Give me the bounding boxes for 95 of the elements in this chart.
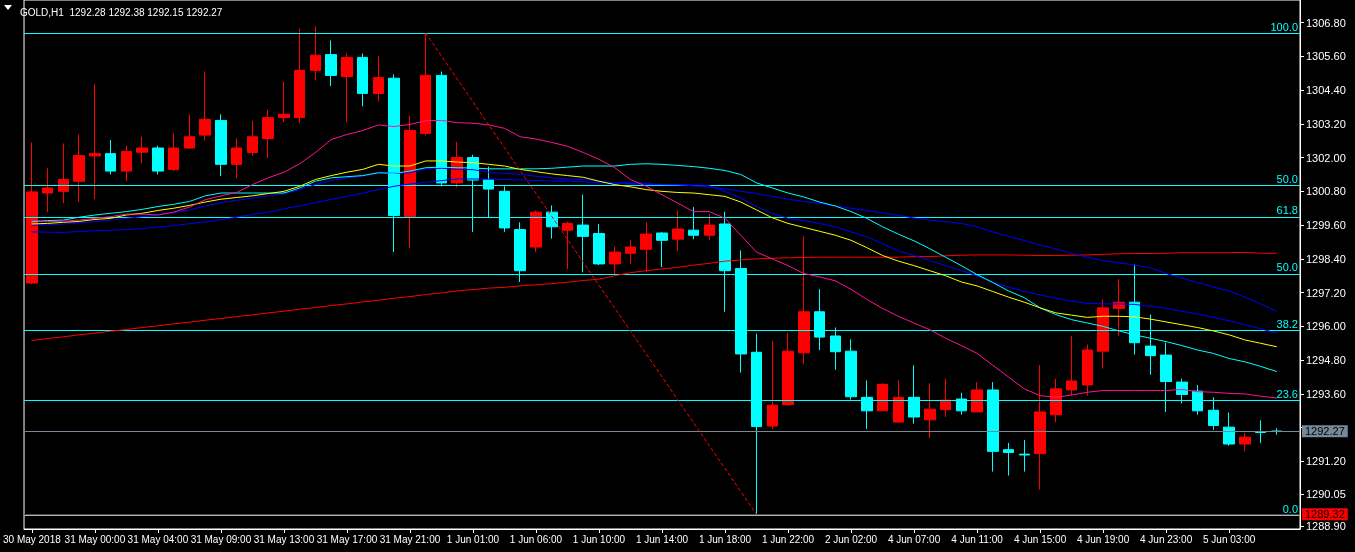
candlestick [1255, 419, 1266, 444]
candlestick [704, 213, 715, 241]
candlestick [357, 52, 368, 107]
x-tick-label: 5 Jun 03:00 [1202, 533, 1256, 545]
x-tick-label: 31 May 09:00 [190, 533, 252, 545]
candlestick [782, 332, 794, 407]
y-tick-label: 1296.00 [1306, 320, 1346, 333]
x-tick-label: 4 Jun 23:00 [1139, 533, 1193, 545]
candlestick [625, 239, 636, 265]
candlestick [1050, 378, 1062, 423]
x-tick-label: 2 Jun 02:00 [824, 533, 878, 545]
candlestick [1082, 343, 1093, 397]
candlestick [893, 379, 904, 424]
annotation: 38.2 [1276, 318, 1298, 331]
annotation: 50.0 [1276, 261, 1298, 274]
candlestick [73, 134, 85, 203]
candlestick [767, 340, 778, 430]
candlestick [1097, 298, 1109, 370]
candlestick [58, 143, 69, 204]
annotation: 61.8 [1276, 204, 1298, 217]
x-tick-label: 1 Jun 01:00 [446, 533, 500, 545]
y-tick-label: 1304.40 [1306, 84, 1346, 97]
candlestick [121, 145, 132, 182]
candlestick [656, 231, 668, 268]
candlestick [1239, 432, 1251, 452]
y-tick-label: 1291.20 [1306, 455, 1346, 468]
candlestick [1271, 427, 1282, 436]
y-tick-label: 1299.60 [1306, 219, 1346, 232]
candlestick [341, 52, 353, 123]
y-tick-label: 1300.80 [1306, 185, 1346, 198]
candlestick [184, 113, 195, 150]
annotation: 100.0 [1270, 20, 1298, 33]
candlestick [325, 40, 337, 87]
ref-line-label: 1292.27 [1305, 425, 1345, 438]
candlestick [310, 25, 321, 81]
y-tick-label: 1302.00 [1306, 151, 1346, 164]
candlestick [672, 209, 684, 252]
candlestick [105, 139, 116, 175]
line-series [31, 119, 1277, 399]
x-tick-label: 31 May 00:00 [64, 533, 126, 545]
y-tick-label: 1303.20 [1306, 117, 1346, 130]
candlestick [152, 145, 164, 175]
x-tick-label: 1 Jun 10:00 [572, 533, 626, 545]
text: GOLD,H1 1292.28 1292.38 1292.15 1292.27 [20, 6, 223, 18]
annotation: 50.0 [1276, 172, 1298, 185]
candlestick [562, 221, 573, 270]
candlestick [294, 28, 305, 124]
candlestick [530, 209, 542, 253]
candlestick [877, 382, 888, 412]
y-tick-label: 1306.80 [1306, 16, 1346, 29]
candlestick [215, 113, 227, 177]
x-tick-label: 31 May 21:00 [379, 533, 441, 545]
candlestick [199, 70, 211, 142]
candlestick [278, 81, 290, 123]
x-tick-label: 1 Jun 14:00 [635, 533, 689, 545]
y-tick-label: 1290.05 [1306, 487, 1346, 500]
x-tick-label: 1 Jun 22:00 [761, 533, 815, 545]
x-tick-label: 1 Jun 18:00 [698, 533, 752, 545]
y-tick-label: 1294.80 [1306, 354, 1346, 367]
candlestick [1223, 412, 1235, 447]
x-tick-label: 31 May 17:00 [316, 533, 378, 545]
candlestick [231, 137, 242, 179]
candlestick [940, 378, 951, 418]
candlestick [924, 382, 936, 439]
candlestick [136, 136, 148, 164]
candlestick [373, 55, 384, 102]
candlestick [971, 381, 983, 413]
annotation: 23.6 [1276, 388, 1298, 401]
candlestick [247, 120, 258, 157]
candlestick [1066, 335, 1077, 397]
annotation: 0.0 [1282, 502, 1298, 515]
x-tick-label: 4 Jun 11:00 [951, 533, 1004, 545]
candlestick [42, 167, 53, 213]
y-tick-label: 1293.60 [1306, 387, 1346, 400]
x-tick-label: 30 May 2018 [2, 533, 62, 545]
candlestick [168, 132, 179, 172]
y-tick-label: 1298.40 [1306, 252, 1346, 265]
x-tick-label: 4 Jun 15:00 [1013, 533, 1067, 545]
candlestick [262, 109, 274, 159]
candlestick [1034, 364, 1046, 491]
y-tick-label: 1305.60 [1306, 50, 1346, 63]
y-tick-label: 1288.90 [1306, 520, 1346, 533]
x-tick-label: 4 Jun 07:00 [887, 533, 941, 545]
candlestick [1019, 439, 1030, 473]
candlestick [26, 141, 38, 285]
candlestick [593, 223, 605, 266]
x-tick-label: 31 May 04:00 [127, 533, 189, 545]
x-tick-label: 31 May 13:00 [253, 533, 315, 545]
x-tick-label: 4 Jun 19:00 [1076, 533, 1130, 545]
candlestick [1003, 442, 1014, 477]
x-tick-label: 1 Jun 06:00 [509, 533, 563, 545]
y-tick-label: 1297.20 [1306, 286, 1346, 299]
candlestick [89, 83, 101, 200]
ref-line-label: 1289.32 [1305, 508, 1345, 521]
candlestick [404, 114, 416, 249]
